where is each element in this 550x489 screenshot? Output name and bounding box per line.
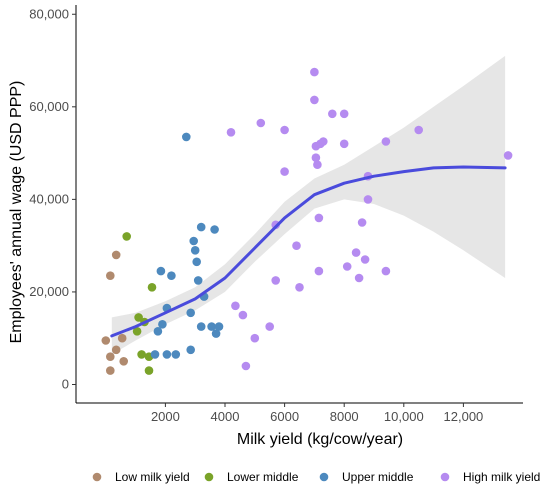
point-series-4 — [339, 109, 349, 119]
point-series-4 — [314, 266, 324, 276]
point-series-4 — [357, 218, 367, 227]
point-series-1 — [117, 333, 127, 343]
legend-key — [92, 472, 102, 482]
confidence-band-layer — [111, 55, 506, 355]
point-series-4 — [310, 95, 319, 105]
point-series-3 — [211, 329, 221, 338]
point-series-4 — [231, 301, 240, 311]
point-series-1 — [106, 352, 115, 362]
point-series-4 — [280, 167, 289, 176]
point-series-4 — [414, 125, 424, 135]
y-tick-label: 20,000 — [29, 284, 69, 299]
smooth-curve-layer — [110, 165, 507, 338]
point-series-4 — [311, 153, 321, 162]
point-series-3 — [196, 322, 206, 331]
point-series-4 — [295, 283, 304, 292]
point-series-2 — [147, 283, 157, 292]
y-tick-label: 40,000 — [29, 191, 69, 206]
point-series-4 — [339, 139, 349, 149]
point-series-4 — [503, 151, 513, 160]
x-tick-label: 2000 — [151, 409, 180, 424]
point-series-1 — [106, 366, 115, 375]
point-series-4 — [256, 118, 266, 128]
point-series-4 — [238, 310, 248, 320]
point-series-3 — [207, 322, 216, 331]
point-series-3 — [192, 257, 201, 267]
point-series-4 — [363, 195, 373, 204]
legend-key — [440, 472, 450, 482]
point-series-3 — [210, 225, 219, 234]
point-series-4 — [241, 361, 251, 371]
x-tick-label: 10,000 — [384, 409, 424, 424]
legend-label: Upper middle — [342, 470, 414, 484]
point-series-3 — [150, 350, 160, 359]
x-tick-label: 8000 — [330, 409, 359, 424]
point-series-4 — [328, 109, 337, 119]
point-series-1 — [119, 357, 128, 366]
point-series-3 — [167, 271, 176, 281]
point-series-4 — [354, 273, 364, 283]
point-series-3 — [153, 327, 163, 336]
point-series-2 — [132, 327, 142, 336]
point-series-2 — [122, 232, 131, 241]
legend-label: High milk yield — [463, 470, 540, 484]
point-series-1 — [111, 250, 121, 260]
y-tick-label: 0 — [62, 376, 69, 391]
point-series-4 — [310, 67, 319, 77]
point-series-3 — [186, 308, 195, 318]
point-series-3 — [190, 246, 200, 255]
point-series-4 — [314, 213, 324, 223]
point-series-1 — [111, 345, 121, 355]
point-series-3 — [196, 222, 206, 232]
point-series-1 — [101, 336, 111, 345]
point-series-3 — [158, 320, 167, 329]
point-series-4 — [292, 241, 301, 250]
point-series-2 — [144, 366, 154, 375]
point-series-4 — [381, 137, 391, 146]
point-series-4 — [280, 125, 289, 135]
confidence-band — [111, 55, 506, 355]
point-series-2 — [134, 313, 143, 322]
x-tick-label: 6000 — [270, 409, 299, 424]
y-axis-title: Employees' annual wage (USD PPP) — [8, 81, 25, 344]
legend-label: Lower middle — [227, 470, 299, 484]
point-series-3 — [162, 350, 172, 359]
legend-key — [204, 472, 214, 482]
point-series-1 — [106, 271, 115, 281]
point-series-4 — [265, 322, 275, 331]
point-series-4 — [319, 137, 328, 146]
point-series-3 — [214, 322, 224, 331]
point-series-4 — [342, 262, 352, 271]
points-layer — [101, 67, 513, 375]
x-tick-label: 12,000 — [444, 409, 484, 424]
legend-label: Low milk yield — [115, 470, 190, 484]
point-series-2 — [137, 350, 146, 359]
smooth-curve — [110, 165, 507, 338]
y-tick-label: 60,000 — [29, 99, 69, 114]
y-tick-label: 80,000 — [29, 6, 69, 21]
legend-key — [319, 472, 329, 482]
x-axis-title: Milk yield (kg/cow/year) — [237, 431, 403, 448]
point-series-3 — [186, 345, 195, 355]
point-series-4 — [360, 255, 370, 264]
point-series-3 — [171, 350, 181, 359]
point-series-4 — [351, 248, 361, 257]
point-series-3 — [193, 276, 203, 285]
point-series-3 — [189, 236, 198, 246]
x-tick-label: 4000 — [211, 409, 240, 424]
point-series-4 — [250, 333, 260, 343]
point-series-4 — [313, 160, 322, 169]
point-series-4 — [381, 266, 391, 276]
axes-layer: 2000 4000 6000 8000 10,000 12,000 0 20,000 40,00… — [29, 5, 523, 424]
point-series-4 — [271, 276, 281, 285]
point-series-4 — [226, 128, 236, 137]
legend: Low milk yield Lower middle Upper middle Hi… — [92, 470, 540, 484]
point-series-3 — [156, 266, 166, 276]
point-series-3 — [182, 132, 191, 142]
